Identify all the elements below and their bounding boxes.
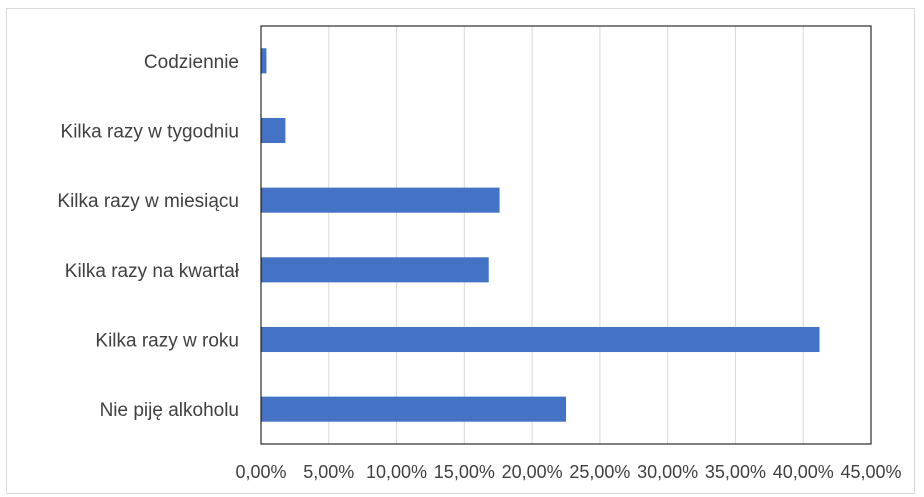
bar <box>261 48 267 74</box>
x-tick-label: 30,00% <box>637 462 698 482</box>
category-labels: Codziennie Kilka razy w tygodniu Kilka raz… <box>57 52 239 421</box>
tick-labels: 0,00% 5,00% 10,00% 15,00% 20,00% 25,00% 30,00%… <box>235 462 901 482</box>
x-tick-label: 5,00% <box>303 462 354 482</box>
x-tick-label: 45,00% <box>840 462 901 482</box>
plot-area-frame <box>260 25 872 445</box>
x-tick-label: 40,00% <box>773 462 834 482</box>
bars <box>261 48 820 422</box>
category-label: Codziennie <box>144 52 239 73</box>
x-tick-label: 20,00% <box>502 462 563 482</box>
x-tick-label: 15,00% <box>434 462 495 482</box>
x-tick-label: 35,00% <box>705 462 766 482</box>
category-label: Kilka razy na kwartał <box>65 261 240 282</box>
x-tick-label: 10,00% <box>366 462 427 482</box>
bar <box>261 187 500 213</box>
x-tick-label: 25,00% <box>569 462 630 482</box>
bar <box>261 326 820 353</box>
category-label: Kilka razy w tygodniu <box>61 122 239 143</box>
category-label: Kilka razy w roku <box>95 331 239 352</box>
bar <box>261 257 489 283</box>
bar <box>261 117 286 144</box>
x-tick-label: 0,00% <box>235 462 286 482</box>
category-label: Nie piję alkoholu <box>100 400 239 421</box>
category-label: Kilka razy w miesiącu <box>57 191 239 212</box>
gridlines <box>328 26 804 444</box>
bar <box>261 396 566 422</box>
